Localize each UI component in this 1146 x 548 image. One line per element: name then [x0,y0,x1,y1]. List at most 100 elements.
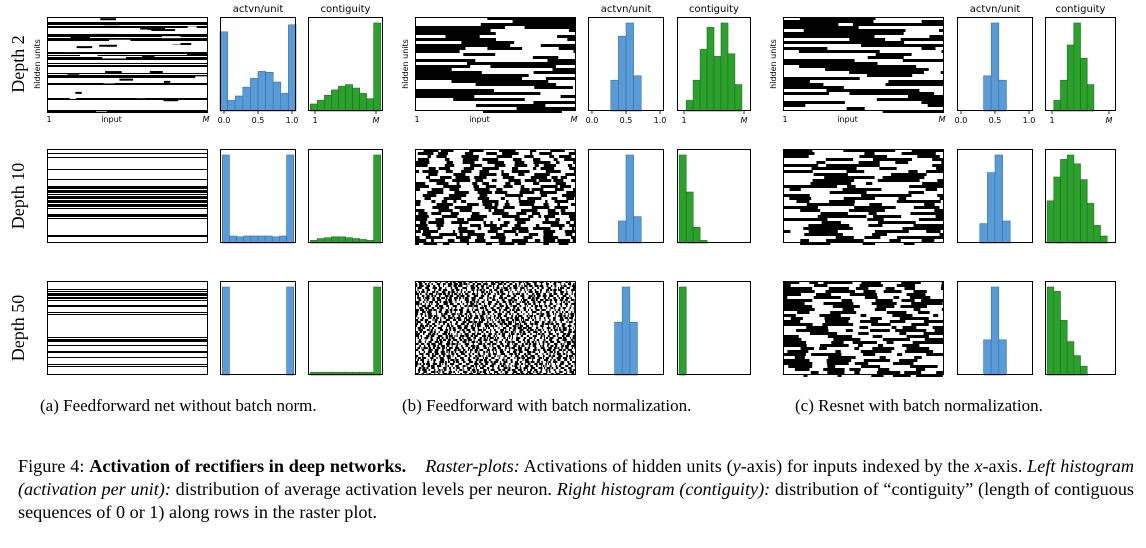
hist-actvn-c-1-frame [957,149,1033,243]
hist-contig-c-1-bar-6 [1086,203,1095,244]
caption-raster-text-2: -axis) for inputs indexed by the [740,456,975,476]
raster-a-0-seg [69,96,77,99]
raster-a-0-row [47,57,208,60]
raster-a-0-seg [142,56,155,59]
hist-contig-a-2 [308,281,383,376]
hist-contig-a-0-bar-0 [309,103,318,112]
raster-a-0-seg [102,56,126,59]
hist-actvn-b-2 [588,281,664,376]
raster-a-0-seg [104,25,120,28]
actvn-tick-c-2: 1.0 [1023,116,1036,125]
hist-contig-a-1 [308,149,383,244]
raster-a-0-seg [80,54,98,57]
hist-contig-c-1-frame [1045,149,1116,243]
raster-a-0-seg [47,110,65,113]
actvn-tick-a-1: 0.5 [252,116,265,125]
hist-contig-b-0-bar-2 [692,79,701,112]
raster-a-0-row [47,98,208,100]
hist-contig-a-0-bar-6 [352,87,361,112]
raster-tick-M-b: M [571,115,578,124]
raster-a-2 [47,281,208,375]
raster-a-0-seg [163,99,179,102]
raster-a-0-row [47,52,208,54]
raster-input-label-b: input [469,115,490,124]
raster-a-0-row [47,83,208,85]
hist-contig-a-0 [308,17,383,112]
caption-raster-label: Raster-plots: [425,456,520,476]
raster-a-0-seg [99,44,117,47]
raster-a-2-row [47,305,208,307]
subcaption-c: (c) Resnet with batch normalization. [795,396,1043,415]
raster-a-2-row [47,366,208,367]
hist-actvn-c-2-bar-1 [990,286,1000,376]
raster-a-0-seg [64,50,79,53]
raster-tick-1-c: 1 [782,115,787,124]
raster-a-1-row [47,204,208,207]
raster-a-0-seg [149,71,163,74]
raster-a-1-row [47,194,208,195]
caption-raster-text-3: -axis. [982,456,1028,476]
hist-contig-a-2-bar-9 [373,286,382,376]
hist-actvn-a-1-bar-3 [243,235,252,244]
raster-a-1 [47,149,208,243]
raster-c-1 [783,149,944,245]
raster-a-2-row [47,297,208,299]
hist-actvn-a-0-bar-3 [242,86,251,112]
hist-contig-b-1-bar-2 [692,226,701,244]
caption-label: Figure 4: [18,456,85,476]
contig-tick-M-c: M [1106,116,1113,125]
raster-c-1-cells [783,149,944,245]
hist-actvn-c-0-frame [957,17,1033,111]
raster-a-0-seg [132,31,157,34]
subcaption-a: (a) Feedforward net without batch norm. [40,396,317,415]
figure-caption: Figure 4: Activation of rectifiers in de… [18,455,1134,524]
hist-contig-c-0-bar-4 [1073,22,1081,112]
hist-contig-b-0-bar-1 [685,100,694,112]
hist-contig-a-0-bar-3 [331,89,339,112]
hidden-units-label-b: hidden units [401,39,410,89]
hist-contig-c-0-bar-3 [1066,44,1075,112]
raster-a-2-row [47,291,208,292]
subcaption-b: (b) Feedforward with batch normalization… [402,396,692,415]
hist-actvn-b-0-bar-3 [633,75,642,112]
hist-actvn-a-1-bar-1 [229,235,237,244]
hist-actvn-b-0 [588,17,664,112]
hist-contig-c-2-bar-5 [1080,365,1088,376]
row-label-0: Depth 2 [8,35,28,93]
raster-a-2-row [47,351,208,353]
hist-contig-b-0-bar-3 [699,49,708,112]
raster-c-1-frame [783,149,944,243]
raster-c-0-cells [783,17,944,113]
raster-a-0-seg [75,91,82,94]
hist-actvn-b-0-bar-2 [625,22,634,112]
raster-a-0-row [47,75,208,78]
raster-a-1-row [47,169,208,170]
raster-a-0-seg [76,101,96,104]
raster-a-0-frame [47,17,208,111]
hist-actvn-b-0-frame [588,17,664,111]
caption-right-text: distribution of “contiguity” (length of … [18,479,1135,522]
raster-a-0-row [47,38,208,41]
hist-contig-c-1-bar-5 [1080,179,1088,244]
raster-a-1-row [47,214,208,217]
raster-a-2-row [47,293,208,296]
raster-a-1-row [47,218,208,219]
raster-a-0-seg [147,27,166,30]
hist-contig-c-0-bar-5 [1080,57,1088,112]
raster-a-0-row [47,22,208,25]
raster-c-2 [783,281,944,377]
raster-b-1 [415,149,576,245]
hist-contig-b-0-bar-5 [713,56,722,112]
caption-left-text: distribution of average activation level… [170,479,557,499]
raster-tick-1-a: 1 [46,115,51,124]
caption-x-var: x [974,456,983,476]
actvn-tick-a-2: 1.0 [286,116,299,125]
hist-actvn-c-1-bar-0 [979,223,988,244]
raster-a-0-seg [103,81,115,84]
raster-a-0-seg [62,94,79,97]
caption-raster-text-1: Activations of hidden units ( [519,456,733,476]
hist-actvn-a-0-bar-2 [234,95,244,112]
raster-c-0-frame [783,17,944,111]
hist-actvn-c-1-bar-3 [1002,220,1011,244]
hist-contig-c-1-bar-3 [1066,154,1075,244]
